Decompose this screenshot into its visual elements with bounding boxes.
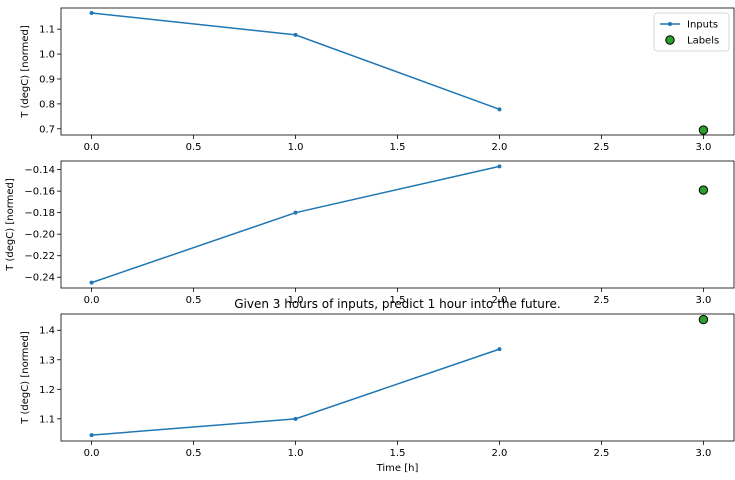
labels-point xyxy=(698,185,709,195)
y-tick-label: −0.24 xyxy=(24,273,55,284)
legend-marker-labels xyxy=(665,35,675,45)
x-tick-label: 3.0 xyxy=(695,295,711,306)
x-tick-label: 0.0 xyxy=(84,142,100,153)
y-tick-label: 0.7 xyxy=(39,124,55,135)
labels-point xyxy=(698,125,709,135)
y-tick-label: 0.8 xyxy=(39,99,55,110)
series-line-inputs xyxy=(91,12,500,111)
inputs-point xyxy=(497,107,502,112)
x-tick-label: 2.0 xyxy=(492,142,508,153)
inputs-point xyxy=(497,164,502,169)
y-tick-label: −0.22 xyxy=(24,251,55,262)
x-axis-label: Time [h] xyxy=(376,463,419,474)
inputs-point xyxy=(293,210,298,215)
x-tick-label: 0.5 xyxy=(186,448,202,459)
x-tick-label: 2.5 xyxy=(593,295,609,306)
y-tick-label: −0.16 xyxy=(24,187,55,198)
y-tick-label: −0.14 xyxy=(24,165,55,176)
subplot-1: 0.0 0.5 1.0 1.5 2.0 2.5 3.0 0.7 0.8 0.9 1.0 1.1 T (d… xyxy=(20,7,735,153)
x-tick-label: 3.0 xyxy=(695,448,711,459)
plot-frame xyxy=(60,7,735,136)
y-tick-label: 1.3 xyxy=(39,355,55,366)
legend: Inputs Labels xyxy=(653,12,730,52)
chart-title: Given 3 hours of inputs, predict 1 hour … xyxy=(234,297,560,311)
inputs-point xyxy=(293,416,298,421)
x-tick-label: 1.5 xyxy=(390,295,406,306)
x-tick-label: 2.0 xyxy=(492,448,508,459)
x-tick-label: 2.0 xyxy=(492,295,508,306)
x-tick-label: 3.0 xyxy=(695,142,711,153)
y-tick-label: −0.18 xyxy=(24,208,55,219)
series-line-inputs xyxy=(91,165,500,284)
x-tick-label: 0.0 xyxy=(84,295,100,306)
x-tick-label: 1.5 xyxy=(390,142,406,153)
subplot-3: 0.0 0.5 1.0 1.5 2.0 2.5 3.0 1.1 1.2 1.3 1.4 T (degC… xyxy=(20,297,735,474)
labels-point xyxy=(698,314,709,325)
inputs-point xyxy=(497,347,502,352)
y-tick-label: 1.0 xyxy=(39,50,55,61)
subplot-2: 0.0 0.5 1.0 1.5 2.0 2.5 3.0 −0.24 −0.22 −0.20 −0.1… xyxy=(5,160,735,306)
y-axis-label: T (degC) [normed] xyxy=(20,25,31,119)
plot-frame xyxy=(60,313,735,442)
inputs-point xyxy=(293,32,298,37)
x-tick-label: 2.5 xyxy=(593,448,609,459)
y-tick-label: 1.4 xyxy=(39,326,55,337)
x-tick-label: 2.5 xyxy=(593,142,609,153)
x-tick-label: 0.0 xyxy=(84,448,100,459)
y-tick-label: 0.9 xyxy=(39,74,55,85)
x-tick-label: 1.0 xyxy=(288,448,304,459)
y-axis-label: T (degC) [normed] xyxy=(5,178,16,272)
inputs-point xyxy=(89,280,94,285)
y-tick-label: 1.2 xyxy=(39,385,55,396)
series-line-inputs xyxy=(91,348,500,436)
x-tick-label: 1.0 xyxy=(288,295,304,306)
inputs-point xyxy=(89,433,94,438)
legend-label: Labels xyxy=(687,36,719,47)
legend-label: Inputs xyxy=(687,20,718,31)
y-axis-label: T (degC) [normed] xyxy=(20,331,31,425)
y-tick-label: −0.20 xyxy=(24,230,55,241)
y-tick-label: 1.1 xyxy=(39,414,55,425)
x-tick-label: 0.5 xyxy=(186,295,202,306)
legend-marker-inputs xyxy=(668,22,672,26)
x-tick-label: 0.5 xyxy=(186,142,202,153)
x-tick-label: 1.5 xyxy=(390,448,406,459)
inputs-point xyxy=(89,10,94,15)
x-tick-label: 1.0 xyxy=(288,142,304,153)
y-tick-label: 1.1 xyxy=(39,25,55,36)
plot-frame xyxy=(60,160,735,289)
